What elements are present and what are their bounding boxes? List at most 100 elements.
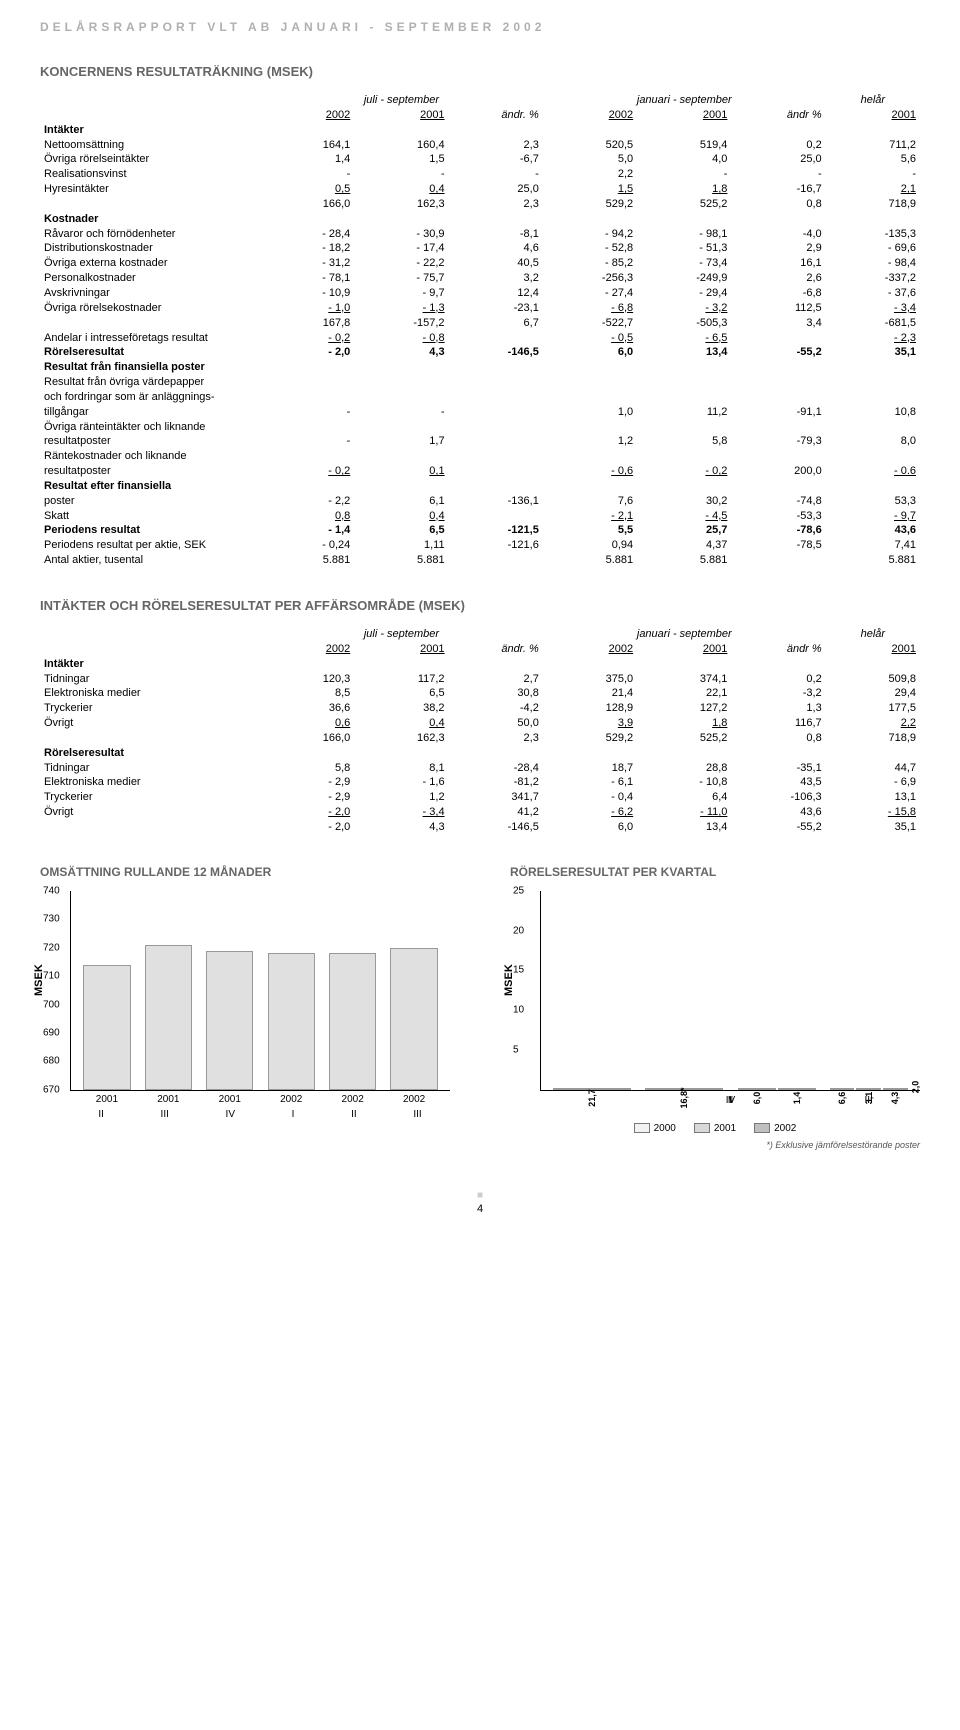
cell-value: 3,4 (731, 316, 825, 331)
y-tick: 730 (43, 914, 60, 925)
cell-value: -136,1 (449, 494, 543, 509)
cell-value: 0,8 (260, 509, 354, 524)
group-header: juli - september (260, 627, 543, 642)
cell-value (637, 390, 731, 405)
cell-value: -505,3 (637, 316, 731, 331)
cell-value: 30,2 (637, 494, 731, 509)
cell-value: -121,6 (449, 538, 543, 553)
chart1-xaxis-secondary: IIIIIIVIIIIII (70, 1109, 450, 1120)
cell-value: - 0,8 (354, 331, 448, 346)
cell-value: 3,9 (543, 716, 637, 731)
col-header: 2002 (260, 642, 354, 657)
cell-value: 529,2 (543, 197, 637, 212)
chart2-x-label: III (865, 1095, 873, 1106)
cell-value: 5,5 (543, 523, 637, 538)
cell-value (637, 212, 731, 227)
cell-value: - 30,9 (354, 227, 448, 242)
cell-value: 0,4 (354, 509, 448, 524)
row-label: Periodens resultat (40, 523, 260, 538)
bar-value-label: 4,3 (890, 1092, 900, 1105)
col-header: 2001 (826, 108, 920, 123)
cell-value (543, 390, 637, 405)
bar-value-label: 16,8* (679, 1087, 689, 1108)
cell-value: - 37,6 (826, 286, 920, 301)
row-label: Personalkostnader (40, 271, 260, 286)
cell-value: - 27,4 (543, 286, 637, 301)
cell-value: - 78,1 (260, 271, 354, 286)
cell-value: 5.881 (260, 553, 354, 568)
cell-value: - 6,8 (543, 301, 637, 316)
cell-value: 30,8 (449, 686, 543, 701)
income-statement-table: juli - septemberjanuari - septemberhelår… (40, 93, 920, 568)
cell-value: 120,3 (260, 672, 354, 687)
row-label (40, 197, 260, 212)
cell-value: 375,0 (543, 672, 637, 687)
cell-value: - 3,4 (354, 805, 448, 820)
row-label: Hyresintäkter (40, 182, 260, 197)
cell-value: 1,7 (354, 434, 448, 449)
cell-value: - 51,3 (637, 241, 731, 256)
cell-value: -79,3 (731, 434, 825, 449)
row-label: resultatposter (40, 434, 260, 449)
row-label: Avskrivningar (40, 286, 260, 301)
cell-value: 1,2 (543, 434, 637, 449)
row-label: Elektroniska medier (40, 775, 260, 790)
cell-value (543, 746, 637, 761)
cell-value: 13,4 (637, 820, 731, 835)
chart1-bar: 2001 (83, 965, 130, 1090)
chart2-bar: 6,0 (738, 1088, 776, 1090)
cell-value (731, 746, 825, 761)
row-label (40, 316, 260, 331)
chart1-bar-label: 2002 (280, 1094, 302, 1105)
cell-value: 5,8 (260, 761, 354, 776)
cell-value: 6,1 (354, 494, 448, 509)
cell-value (449, 479, 543, 494)
cell-value: 1,4 (260, 152, 354, 167)
chart2-legend: 200020012002 (510, 1123, 920, 1134)
cell-value: - 85,2 (543, 256, 637, 271)
cell-value: -91,1 (731, 405, 825, 420)
cell-value: - 6,2 (543, 805, 637, 820)
cell-value: -256,3 (543, 271, 637, 286)
cell-value: 43,5 (731, 775, 825, 790)
cell-value: 718,9 (826, 197, 920, 212)
cell-value: 40,5 (449, 256, 543, 271)
cell-value: 2,1 (826, 182, 920, 197)
cell-value: 1,8 (637, 182, 731, 197)
cell-value: 525,2 (637, 197, 731, 212)
cell-value: 167,8 (260, 316, 354, 331)
cell-value: -35,1 (731, 761, 825, 776)
cell-value: 2,3 (449, 731, 543, 746)
bar-value-label: 21,7 (587, 1089, 597, 1107)
row-label: Distributionskostnader (40, 241, 260, 256)
cell-value (637, 375, 731, 390)
chart1-bar-label: 2002 (342, 1094, 364, 1105)
cell-value: - 2,9 (260, 790, 354, 805)
cell-value: -522,7 (543, 316, 637, 331)
cell-value: 1,2 (354, 790, 448, 805)
cell-value (826, 420, 920, 435)
y-tick: 20 (513, 925, 524, 936)
cell-value: - 18,2 (260, 241, 354, 256)
group-header: januari - september (543, 627, 826, 642)
row-label: Räntekostnader och liknande (40, 449, 260, 464)
row-label: Tryckerier (40, 790, 260, 805)
cell-value: - 15,8 (826, 805, 920, 820)
cell-value: -146,5 (449, 820, 543, 835)
cell-value: 10,8 (826, 405, 920, 420)
row-label: Råvaror och förnödenheter (40, 227, 260, 242)
cell-value: -249,9 (637, 271, 731, 286)
cell-value (260, 390, 354, 405)
cell-value (260, 360, 354, 375)
cell-value: -55,2 (731, 820, 825, 835)
cell-value: 35,1 (826, 345, 920, 360)
cell-value (449, 331, 543, 346)
legend-item: 2000 (634, 1123, 676, 1134)
chart2-bar: 21,7 (553, 1088, 631, 1090)
cell-value: - 22,2 (354, 256, 448, 271)
row-label: Andelar i intresseföretags resultat (40, 331, 260, 346)
cell-value: - (826, 167, 920, 182)
cell-value: 29,4 (826, 686, 920, 701)
cell-value (637, 479, 731, 494)
cell-value: - 6,5 (637, 331, 731, 346)
